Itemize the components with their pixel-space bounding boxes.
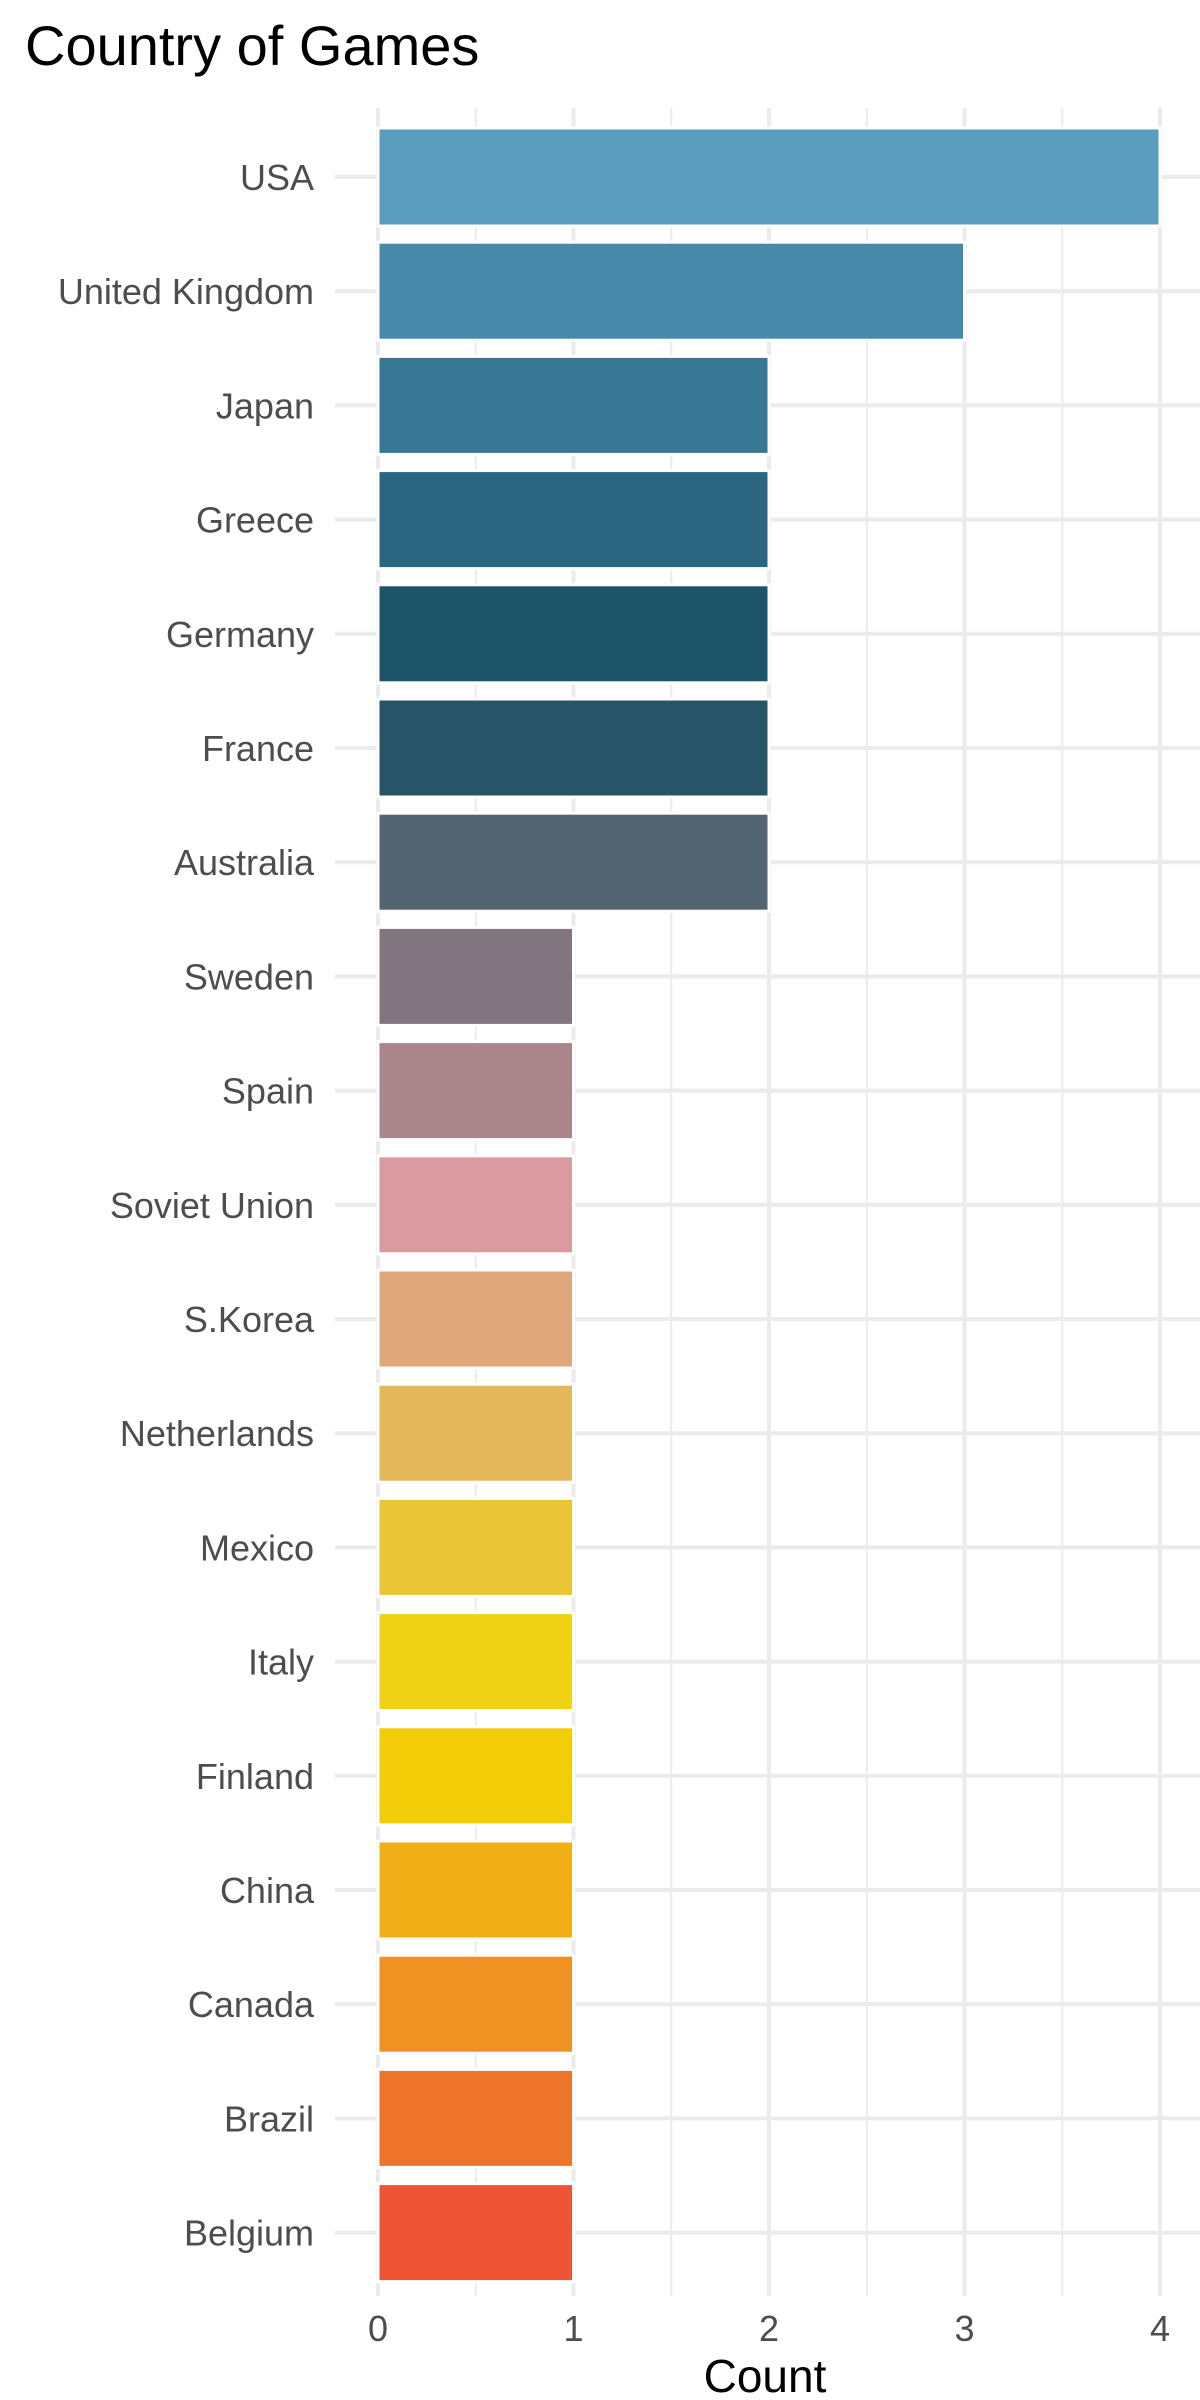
bar-usa	[376, 126, 1162, 228]
x-tick-label: 2	[759, 2308, 779, 2349]
bar-finland	[376, 1725, 575, 1827]
y-tick-label: Mexico	[200, 1527, 314, 1568]
y-axis-tick-labels: USA United Kingdom Japan Greece Germany Franc…	[58, 157, 315, 2254]
y-tick-label: Australia	[174, 842, 315, 883]
bar-italy	[376, 1611, 575, 1713]
bar-united-kingdom	[376, 240, 966, 342]
y-tick-label: Brazil	[224, 2098, 314, 2139]
bar-australia	[376, 811, 771, 913]
bars	[376, 126, 1162, 2284]
bar-sweden	[376, 925, 575, 1027]
bar-france	[376, 697, 771, 799]
y-tick-label: Netherlands	[120, 1413, 314, 1454]
y-tick-label: Italy	[248, 1642, 314, 1683]
bar-belgium	[376, 2182, 575, 2284]
bar-netherlands	[376, 1382, 575, 1484]
y-tick-label: Sweden	[184, 956, 314, 997]
bar-soviet-union	[376, 1154, 575, 1256]
y-tick-label: France	[202, 728, 314, 769]
bar-germany	[376, 583, 771, 685]
y-tick-label: USA	[240, 157, 314, 198]
x-axis-title: Count	[704, 2350, 827, 2400]
bar-mexico	[376, 1496, 575, 1598]
y-tick-label: United Kingdom	[58, 271, 314, 312]
y-tick-label: Soviet Union	[110, 1185, 314, 1226]
y-tick-label: Spain	[222, 1071, 314, 1112]
bar-china	[376, 1839, 575, 1941]
x-axis-tick-labels: 0 1 2 3 4	[368, 2308, 1170, 2349]
x-tick-label: 1	[563, 2308, 583, 2349]
chart-title: Country of Games	[25, 14, 479, 77]
bar-greece	[376, 469, 771, 571]
y-tick-label: Japan	[216, 385, 314, 426]
bar-s-korea	[376, 1268, 575, 1370]
bar-brazil	[376, 2067, 575, 2169]
bar-japan	[376, 354, 771, 456]
y-tick-label: Belgium	[184, 2213, 314, 2254]
y-tick-label: China	[220, 1870, 315, 1911]
bar-spain	[376, 1040, 575, 1142]
y-tick-label: Greece	[196, 500, 314, 541]
x-tick-label: 0	[368, 2308, 388, 2349]
x-tick-label: 3	[954, 2308, 974, 2349]
bar-canada	[376, 1953, 575, 2055]
y-tick-label: Canada	[188, 1984, 315, 2025]
x-tick-label: 4	[1150, 2308, 1170, 2349]
y-tick-label: S.Korea	[184, 1299, 315, 1340]
y-tick-label: Finland	[196, 1756, 314, 1797]
y-tick-label: Germany	[166, 614, 314, 655]
